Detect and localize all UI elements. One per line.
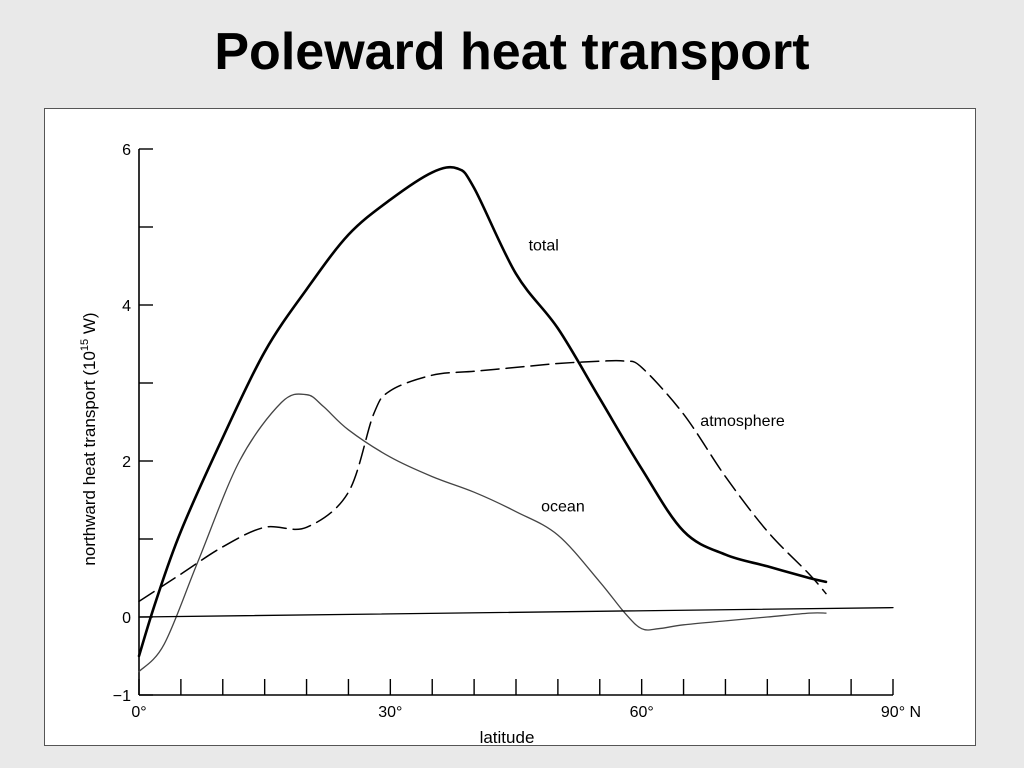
y-axis-label-unit: W) xyxy=(80,312,99,338)
y-axis-label-main: northward heat transport (10 xyxy=(80,351,99,566)
y-axis-label-superscript: 15 xyxy=(79,339,91,351)
y-tick-label: 4 xyxy=(122,298,131,315)
x-tick-label: 90° N xyxy=(881,704,921,721)
x-axis-label: latitude xyxy=(480,728,535,745)
annotation-ocean: ocean xyxy=(541,499,585,516)
series-line-total xyxy=(137,165,828,658)
y-tick-label: 2 xyxy=(122,454,131,471)
series-line-atmosphere xyxy=(138,359,827,603)
axes-layer: 0° 30° 60° 90° N −1 0 2 4 6 xyxy=(113,142,921,721)
x-tick-label: 60° xyxy=(630,704,654,721)
series-line-zero-line xyxy=(138,606,894,618)
y-tick-label: 6 xyxy=(122,142,131,159)
series-line-ocean xyxy=(138,393,827,673)
figure-frame: 0° 30° 60° 90° N −1 0 2 4 6 total atmosphere ocean… xyxy=(44,108,976,747)
slide-title: Poleward heat transport xyxy=(214,23,810,81)
x-tick-label: 30° xyxy=(378,704,402,721)
annotation-atmosphere: atmosphere xyxy=(700,413,785,430)
annotation-layer: total atmosphere ocean xyxy=(529,237,785,515)
y-tick-label: 0 xyxy=(122,610,131,627)
y-tick-label: −1 xyxy=(113,688,131,705)
heat-transport-chart: 0° 30° 60° 90° N −1 0 2 4 6 total atmosphere ocean… xyxy=(79,142,921,747)
x-tick-label: 0° xyxy=(131,704,146,721)
y-axis-label: northward heat transport (1015 W) xyxy=(79,312,99,565)
annotation-total: total xyxy=(529,237,559,254)
series-layer xyxy=(137,165,894,673)
